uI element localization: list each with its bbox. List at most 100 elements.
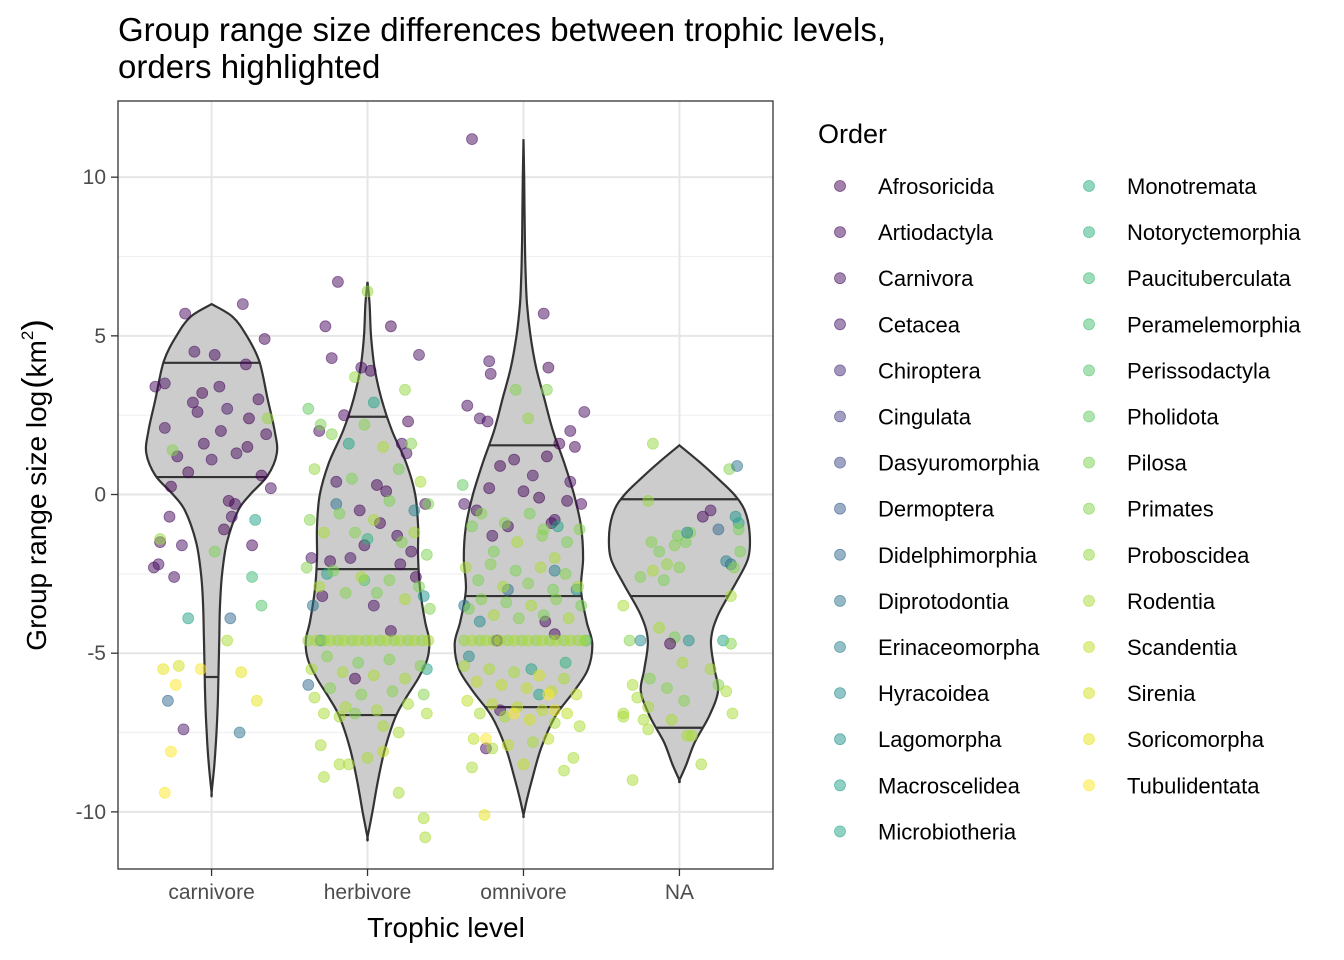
legend-key-afrosoricida — [834, 180, 846, 192]
data-point — [400, 447, 413, 460]
x-tick-label-2: omnivore — [480, 881, 566, 904]
data-point — [349, 371, 361, 384]
data-point — [213, 380, 226, 393]
data-point — [182, 612, 195, 625]
data-point — [561, 536, 573, 548]
data-point — [218, 523, 230, 536]
data-point — [377, 720, 390, 733]
data-point — [523, 713, 536, 726]
data-point — [642, 494, 655, 507]
data-point — [230, 447, 243, 460]
data-point — [330, 475, 343, 488]
data-point — [367, 396, 380, 409]
legend-key-perissodactyla — [1083, 364, 1095, 377]
data-point — [473, 615, 486, 628]
data-point — [637, 713, 650, 726]
legend-label-soricomorpha: Soricomorpha — [1127, 727, 1265, 752]
data-point — [470, 675, 483, 688]
x-axis: carnivore herbivore omnivore NA — [168, 869, 694, 904]
legend-key-erinaceomorpha — [834, 641, 846, 653]
data-point — [395, 536, 408, 548]
data-point — [501, 739, 514, 752]
legend-label-scandentia: Scandentia — [1127, 635, 1238, 660]
legend-key-artiodactyla — [834, 226, 846, 239]
legend-label-dermoptera: Dermoptera — [878, 497, 995, 522]
data-point — [678, 694, 690, 707]
data-point — [399, 672, 411, 685]
legend-label-macroscelidea: Macroscelidea — [878, 773, 1021, 798]
data-point — [377, 745, 390, 758]
data-point — [165, 480, 177, 493]
data-point — [483, 482, 496, 495]
legend-label-primates: Primates — [1127, 497, 1214, 522]
data-point — [508, 453, 520, 466]
data-point — [361, 752, 374, 764]
data-point — [459, 561, 472, 574]
points — [147, 133, 747, 844]
legend-key-tubulidentata — [1083, 779, 1095, 792]
data-point — [523, 507, 536, 520]
data-point — [342, 437, 355, 450]
data-point — [246, 571, 259, 583]
data-point — [626, 774, 639, 786]
data-point — [536, 704, 549, 717]
data-point — [402, 415, 415, 428]
data-point — [336, 666, 349, 679]
legend-label-carnivora: Carnivora — [878, 266, 974, 291]
data-point — [392, 463, 405, 476]
data-point — [575, 498, 588, 510]
data-point — [466, 761, 478, 774]
data-point — [239, 358, 252, 371]
legend-label-didelphimorphia: Didelphimorphia — [878, 543, 1038, 568]
data-point — [345, 472, 358, 485]
data-point — [695, 758, 708, 771]
data-point — [333, 507, 346, 520]
data-point — [367, 669, 380, 682]
data-point — [456, 479, 469, 491]
x-tick-label-0: carnivore — [168, 881, 254, 904]
legend-key-paucituberculata — [1083, 272, 1095, 285]
data-point — [384, 320, 397, 333]
data-point — [573, 523, 586, 536]
legend-key-rodentia — [1083, 595, 1095, 607]
data-point — [370, 479, 383, 491]
data-point — [339, 587, 352, 599]
data-point — [726, 707, 739, 720]
data-point — [383, 494, 396, 507]
data-point — [645, 536, 658, 548]
data-point — [466, 133, 478, 146]
legend-label-erinaceomorpha: Erinaceomorpha — [878, 635, 1040, 660]
data-point — [249, 514, 262, 526]
data-point — [665, 713, 678, 726]
y-axis-title-exponent: 2 — [18, 331, 37, 340]
data-point — [542, 688, 555, 701]
data-point — [483, 663, 496, 675]
data-point — [399, 593, 411, 606]
y-axis-title-main: Group range size log — [21, 391, 52, 651]
data-point — [484, 558, 497, 571]
data-point — [252, 393, 265, 406]
legend-label-sirenia: Sirenia — [1127, 681, 1196, 706]
legend-key-macroscelidea — [834, 779, 846, 792]
data-point — [305, 552, 318, 564]
data-point — [564, 475, 577, 488]
data-point — [317, 771, 330, 783]
data-point — [308, 463, 321, 476]
x-tick-label-1: herbivore — [324, 881, 412, 904]
data-point — [221, 634, 234, 647]
data-point — [483, 355, 496, 368]
data-point — [458, 498, 471, 510]
data-point — [558, 672, 570, 685]
chart-title-line2: orders highlighted — [118, 48, 380, 85]
data-point — [526, 469, 539, 482]
data-point — [321, 650, 333, 663]
data-point — [509, 564, 522, 577]
legend-label-cingulata: Cingulata — [878, 405, 972, 430]
data-point — [712, 679, 725, 691]
data-point — [548, 704, 561, 717]
panel-border — [117, 100, 774, 870]
data-point — [419, 831, 432, 844]
data-point — [534, 561, 547, 574]
data-point — [157, 663, 170, 675]
data-point — [422, 634, 435, 647]
